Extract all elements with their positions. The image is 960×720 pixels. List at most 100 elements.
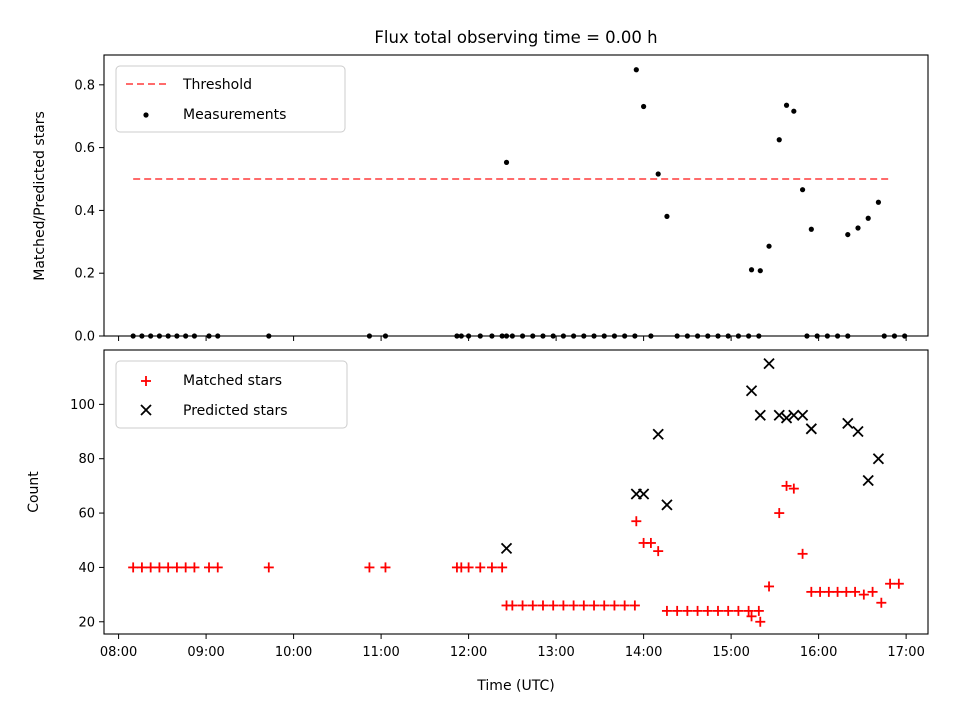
matched-star-point — [599, 600, 610, 611]
matched-star-point — [263, 562, 274, 573]
x-tick-label: 11:00 — [362, 645, 399, 660]
matched-star-point — [806, 586, 817, 597]
measurement-point — [757, 268, 763, 274]
top-panel-y-axis: 0.0 0.2 0.4 0.6 0.8 — [74, 78, 104, 345]
measurement-point — [766, 243, 772, 249]
matched-star-point — [537, 600, 548, 611]
measurement-point — [633, 67, 639, 73]
bottom-y-tick-label: 80 — [78, 452, 95, 467]
x-tick-label: 08:00 — [100, 645, 137, 660]
predicted-star-point — [805, 423, 817, 435]
matched-star-point — [463, 562, 474, 573]
measurement-point — [799, 187, 806, 193]
predicted-stars-legend-swatch — [140, 404, 152, 416]
matched-star-point — [653, 546, 664, 557]
matched-star-point — [589, 600, 600, 611]
predicted-star-point — [862, 474, 874, 487]
predicted-star-point-b — [872, 453, 885, 465]
matched-star-point — [764, 581, 775, 592]
measurements-legend-swatch — [143, 112, 149, 118]
bottom-y-tick-label: 60 — [78, 507, 95, 522]
bottom-panel-frame — [103, 349, 929, 635]
matched-star-point — [548, 600, 559, 611]
predicted-star-point-b — [796, 409, 809, 421]
matched-star-point — [893, 578, 904, 589]
top-panel-frame — [103, 54, 929, 337]
predicted-star-point — [773, 409, 785, 421]
top-panel-legend: Threshold Measurements — [115, 65, 346, 133]
matched-star-point — [631, 516, 642, 527]
matched-star-point — [380, 562, 391, 573]
predicted-star-point — [780, 412, 793, 424]
matched-star-point — [163, 562, 174, 573]
bottom-panel-ylabel: Count — [26, 471, 42, 513]
bottom-panel-marks — [128, 357, 904, 627]
predicted-legend-marker-b — [140, 404, 152, 416]
top-y-tick-label: 0.0 — [74, 330, 95, 345]
matched-star-point — [788, 483, 799, 494]
x-tick-label: 10:00 — [275, 645, 312, 660]
bottom-panel-x-axis: 08:00 09:00 10:00 11:00 12:00 13:00 14:00 15:00… — [100, 634, 925, 660]
matched-star-point — [189, 562, 200, 573]
matched-star-point — [578, 600, 589, 611]
matched-star-point — [702, 605, 713, 616]
predicted-star-point-b — [763, 357, 775, 370]
top-y-tick-label: 0.4 — [74, 204, 95, 219]
matched-star-point — [723, 605, 734, 616]
predicted-star-point — [872, 453, 885, 465]
predicted-star-point-b — [637, 488, 650, 500]
measurement-point — [776, 137, 782, 143]
predicted-star-point — [652, 428, 664, 440]
matched-star-point — [609, 600, 620, 611]
predicted-star-point-b — [852, 425, 864, 438]
x-tick-label: 13:00 — [537, 645, 574, 660]
matched-star-point — [746, 611, 757, 622]
matched-star-point — [858, 589, 869, 600]
measurement-point — [783, 102, 790, 108]
threshold-legend-label: Threshold — [182, 77, 252, 93]
predicted-legend-marker — [140, 404, 152, 416]
measurement-point — [865, 215, 871, 221]
measurement-point — [808, 226, 814, 232]
measurement-point — [791, 108, 797, 114]
matched-stars-legend-swatch — [141, 376, 151, 386]
matched-star-point — [867, 586, 878, 597]
x-tick-label: 12:00 — [450, 645, 487, 660]
matched-star-point — [841, 586, 852, 597]
x-tick-label: 16:00 — [800, 645, 837, 660]
matched-star-point — [364, 562, 375, 573]
matched-star-point — [475, 562, 486, 573]
x-tick-label: 17:00 — [887, 645, 924, 660]
top-panel-x-axis — [118, 336, 907, 341]
x-tick-label: 15:00 — [712, 645, 749, 660]
matched-star-point — [180, 562, 191, 573]
matched-star-point — [486, 562, 497, 573]
predicted-star-point — [852, 425, 864, 438]
matched-star-point — [712, 605, 723, 616]
measurement-point — [503, 159, 510, 165]
predicted-star-point-b — [745, 385, 758, 397]
matched-star-point — [204, 562, 215, 573]
predicted-stars-legend-label: Predicted stars — [183, 403, 288, 419]
matched-star-point — [850, 586, 861, 597]
predicted-star-point-b — [780, 412, 793, 424]
bottom-y-tick-label: 40 — [78, 561, 95, 576]
matched-star-point — [154, 562, 165, 573]
measurement-point — [855, 225, 861, 231]
matched-star-point — [128, 562, 139, 573]
matched-star-point — [753, 605, 764, 616]
matched-star-point — [619, 600, 630, 611]
matched-star-point — [832, 586, 843, 597]
chart-title: Flux total observing time = 0.00 h — [374, 28, 657, 47]
matched-star-point — [743, 605, 754, 616]
matched-star-point — [558, 600, 569, 611]
predicted-star-point-b — [788, 409, 800, 421]
measurement-point — [664, 213, 670, 219]
matched-star-point — [527, 600, 538, 611]
measurements-legend-label: Measurements — [183, 107, 286, 123]
matched-star-point — [568, 600, 579, 611]
predicted-star-point — [754, 409, 766, 421]
predicted-star-point — [763, 357, 775, 370]
measurement-point — [641, 103, 647, 110]
matched-star-point — [733, 605, 744, 616]
